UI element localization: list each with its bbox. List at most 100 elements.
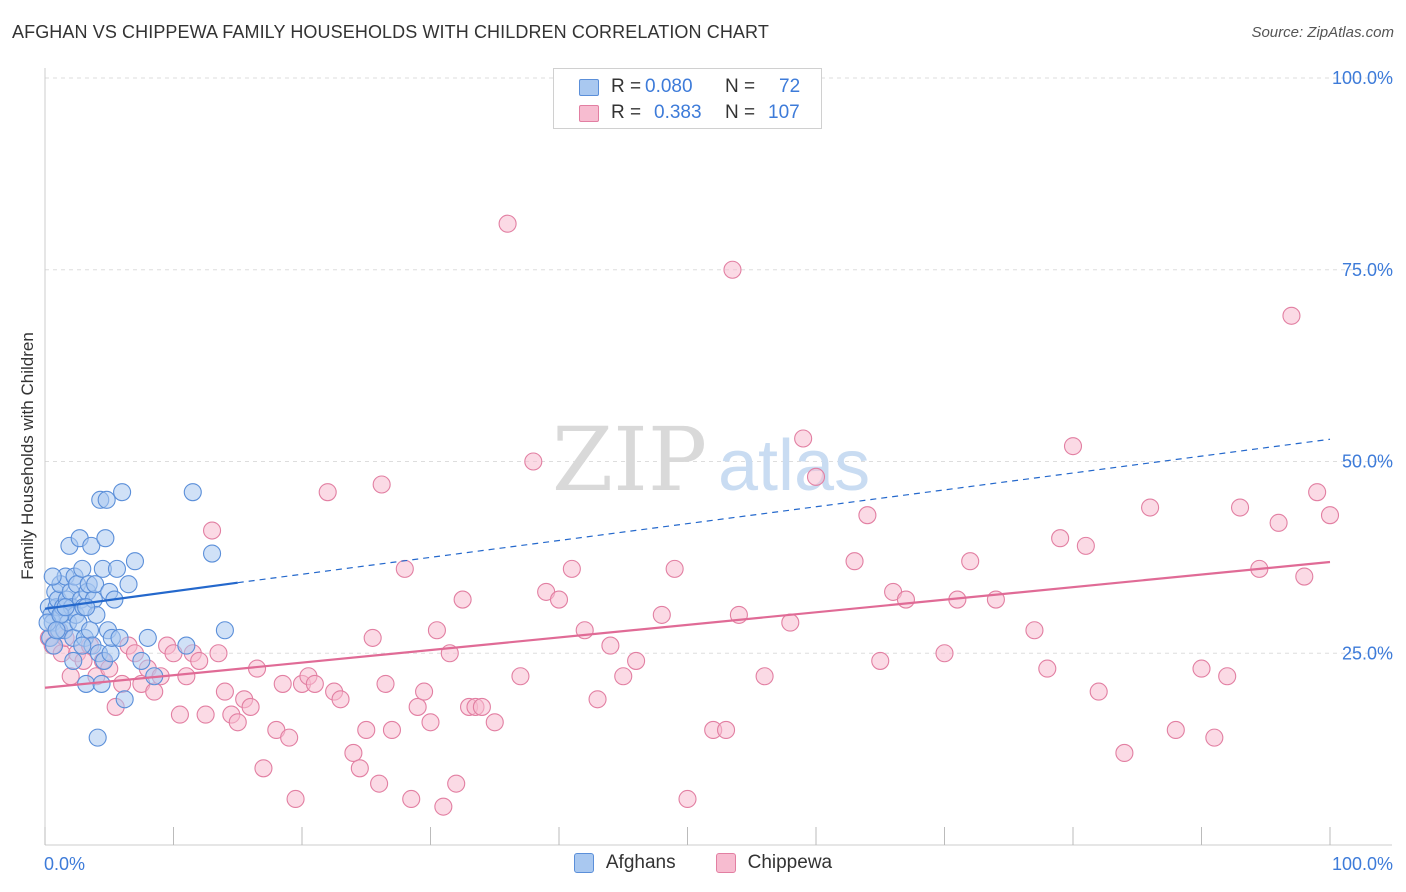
- data-point-chippewa: [665, 559, 684, 578]
- data-point-chippewa: [1269, 513, 1288, 532]
- data-point-chippewa: [61, 667, 80, 686]
- data-point-chippewa: [961, 552, 980, 571]
- trend-line-chippewa: [44, 560, 1331, 689]
- y-tick-label: 50.0%: [1342, 452, 1393, 472]
- data-point-afghans: [96, 529, 115, 548]
- afghans-legend-label: Afghans: [605, 852, 676, 873]
- data-point-afghans: [64, 651, 83, 670]
- data-point-chippewa: [806, 467, 826, 486]
- data-point-afghans: [177, 636, 196, 655]
- data-point-chippewa: [755, 667, 774, 686]
- data-point-chippewa: [1320, 506, 1340, 525]
- data-point-afghans: [107, 559, 127, 578]
- trend-line-afghans: [44, 581, 238, 610]
- data-point-chippewa: [1076, 536, 1095, 555]
- data-point-chippewa: [588, 690, 607, 709]
- data-point-chippewa: [1166, 720, 1185, 740]
- data-point-afghans: [101, 644, 120, 663]
- data-point-chippewa: [1295, 567, 1314, 586]
- axes: [44, 68, 1392, 846]
- data-point-chippewa: [614, 667, 633, 686]
- data-point-afghans: [125, 552, 144, 571]
- data-point-chippewa: [145, 682, 164, 701]
- data-point-afghans: [113, 483, 132, 502]
- data-point-chippewa: [1205, 728, 1224, 747]
- data-point-chippewa: [652, 605, 671, 624]
- data-point-afghans: [73, 636, 92, 655]
- data-point-chippewa: [427, 621, 446, 640]
- data-point-chippewa: [421, 713, 440, 732]
- legend-row-afghans: R = 0.080 N = 72: [579, 75, 800, 99]
- data-point-chippewa: [935, 644, 954, 663]
- data-point-chippewa: [1218, 667, 1237, 686]
- data-point-chippewa: [1231, 498, 1250, 517]
- data-point-chippewa: [1025, 621, 1044, 640]
- data-point-chippewa: [472, 697, 491, 716]
- data-point-chippewa: [627, 651, 646, 670]
- data-point-afghans: [97, 490, 116, 509]
- chippewa-swatch: [579, 104, 599, 122]
- stats-legend: R = 0.080 N = 72 R = 0.383 N = 107: [553, 68, 822, 129]
- data-point-chippewa: [434, 797, 453, 816]
- data-point-afghans: [44, 636, 64, 655]
- gridlines: [45, 77, 1392, 654]
- data-point-chippewa: [716, 720, 736, 740]
- data-point-chippewa: [1192, 659, 1211, 678]
- data-point-afghans: [119, 575, 138, 594]
- series-chippewa: [39, 214, 1340, 816]
- legend-item-chippewa[interactable]: Chippewa: [715, 852, 833, 874]
- data-point-afghans: [92, 674, 111, 693]
- data-point-chippewa: [273, 674, 292, 693]
- y-tick-label: 100.0%: [1332, 68, 1393, 88]
- data-point-afghans: [183, 483, 202, 502]
- data-point-chippewa: [678, 789, 697, 809]
- legend-item-afghans[interactable]: Afghans: [573, 852, 676, 874]
- data-point-chippewa: [305, 674, 324, 693]
- data-point-chippewa: [601, 636, 620, 655]
- chart-title: AFGHAN VS CHIPPEWA FAMILY HOUSEHOLDS WIT…: [12, 22, 769, 42]
- data-point-afghans: [215, 621, 234, 640]
- data-point-chippewa: [376, 674, 395, 693]
- data-point-chippewa: [524, 452, 543, 471]
- data-point-chippewa: [215, 682, 234, 701]
- data-point-afghans: [203, 544, 222, 563]
- chippewa-legend-label: Chippewa: [747, 852, 833, 873]
- data-point-chippewa: [357, 720, 376, 740]
- data-point-chippewa: [858, 506, 877, 525]
- r-value: 0.080: [645, 76, 693, 97]
- n-label: N =: [725, 76, 756, 97]
- y-tick-label: 25.0%: [1342, 643, 1393, 663]
- data-point-chippewa: [562, 559, 581, 578]
- data-point-afghans: [110, 628, 129, 647]
- data-point-chippewa: [1051, 529, 1070, 548]
- data-point-afghans: [47, 621, 66, 640]
- data-point-afghans: [43, 567, 62, 586]
- data-point-chippewa: [1282, 306, 1301, 325]
- data-point-chippewa: [382, 720, 402, 740]
- data-point-afghans: [77, 598, 96, 617]
- data-point-afghans: [115, 690, 134, 709]
- data-point-chippewa: [1115, 743, 1134, 763]
- watermark-atlas: atlas: [718, 426, 870, 506]
- series-legend: Afghans Chippewa: [0, 852, 1406, 874]
- y-tick-label: 75.0%: [1342, 260, 1393, 280]
- data-point-chippewa: [415, 682, 434, 701]
- afghans-swatch: [579, 78, 599, 96]
- data-point-chippewa: [318, 483, 337, 502]
- data-point-chippewa: [1308, 483, 1327, 502]
- data-point-afghans: [138, 628, 157, 647]
- data-point-chippewa: [447, 774, 466, 793]
- x-tick-label: 0.0%: [44, 854, 85, 874]
- data-point-afghans: [82, 536, 101, 555]
- data-point-afghans: [86, 575, 105, 594]
- watermark-zip: ZIP: [552, 408, 707, 511]
- legend-row-chippewa: R = 0.383 N = 107: [579, 101, 800, 125]
- r-value: 0.383: [654, 102, 702, 123]
- data-point-chippewa: [370, 774, 389, 793]
- data-point-chippewa: [344, 743, 363, 763]
- data-point-chippewa: [1038, 659, 1057, 678]
- data-point-chippewa: [228, 713, 247, 732]
- data-point-chippewa: [190, 651, 209, 670]
- data-point-chippewa: [453, 590, 472, 609]
- data-point-afghans: [88, 728, 107, 747]
